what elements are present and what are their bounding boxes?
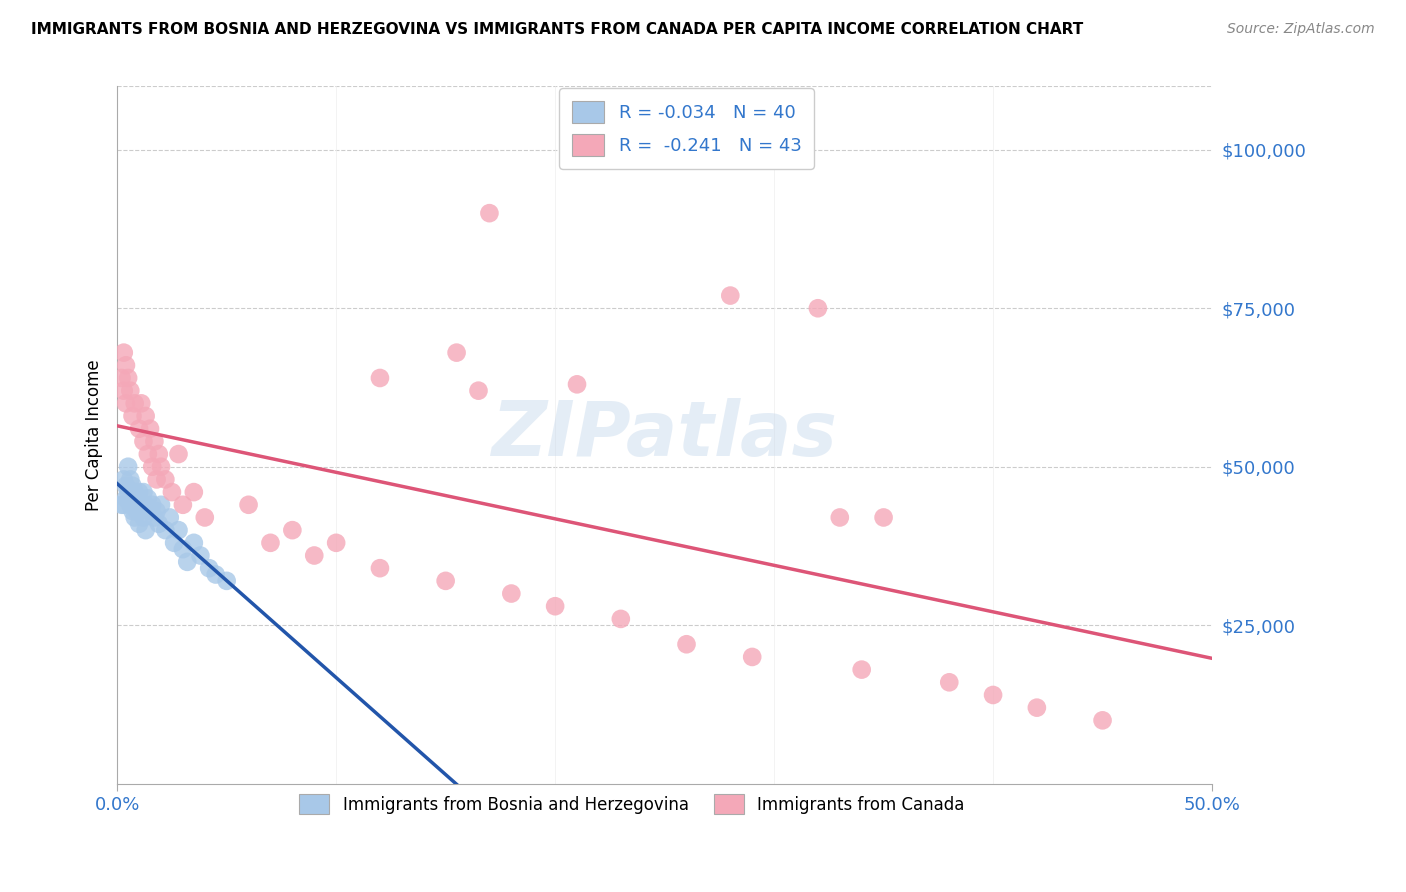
Legend: Immigrants from Bosnia and Herzegovina, Immigrants from Canada: Immigrants from Bosnia and Herzegovina, … — [290, 784, 974, 824]
Point — [136, 447, 159, 461]
Point — [135, 409, 157, 423]
Point — [128, 485, 150, 500]
Point — [675, 637, 697, 651]
Point — [741, 649, 763, 664]
Point — [145, 472, 167, 486]
Point — [155, 523, 177, 537]
Point — [215, 574, 238, 588]
Point — [117, 371, 139, 385]
Point — [120, 498, 142, 512]
Point — [129, 396, 152, 410]
Point — [478, 206, 501, 220]
Point — [124, 510, 146, 524]
Point — [176, 555, 198, 569]
Point — [1025, 700, 1047, 714]
Point — [117, 459, 139, 474]
Point — [851, 663, 873, 677]
Point — [143, 510, 166, 524]
Point — [135, 498, 157, 512]
Point — [117, 485, 139, 500]
Text: ZIPatlas: ZIPatlas — [492, 398, 838, 472]
Point — [139, 422, 162, 436]
Point — [981, 688, 1004, 702]
Point — [120, 384, 142, 398]
Point — [124, 485, 146, 500]
Point — [259, 536, 281, 550]
Point — [167, 523, 190, 537]
Text: Source: ZipAtlas.com: Source: ZipAtlas.com — [1227, 22, 1375, 37]
Point — [828, 510, 851, 524]
Point — [139, 504, 162, 518]
Point — [434, 574, 457, 588]
Point — [467, 384, 489, 398]
Point — [149, 498, 172, 512]
Point — [544, 599, 567, 614]
Point — [121, 479, 143, 493]
Point — [368, 371, 391, 385]
Point — [115, 491, 138, 506]
Point — [238, 498, 260, 512]
Point — [194, 510, 217, 524]
Y-axis label: Per Capita Income: Per Capita Income — [86, 359, 103, 511]
Point — [115, 359, 138, 373]
Point — [125, 491, 148, 506]
Point — [141, 459, 163, 474]
Point — [145, 504, 167, 518]
Point — [110, 371, 132, 385]
Point — [1091, 714, 1114, 728]
Point — [112, 384, 135, 398]
Point — [198, 561, 221, 575]
Point — [112, 345, 135, 359]
Point — [120, 472, 142, 486]
Point — [124, 396, 146, 410]
Point — [304, 549, 326, 563]
Point — [368, 561, 391, 575]
Point — [610, 612, 633, 626]
Point — [163, 536, 186, 550]
Point — [125, 504, 148, 518]
Point — [204, 567, 226, 582]
Point — [565, 377, 588, 392]
Point — [938, 675, 960, 690]
Point — [132, 434, 155, 449]
Point — [160, 485, 183, 500]
Point — [183, 485, 205, 500]
Point — [128, 516, 150, 531]
Point — [115, 396, 138, 410]
Point — [132, 510, 155, 524]
Point — [172, 498, 194, 512]
Point — [141, 498, 163, 512]
Text: IMMIGRANTS FROM BOSNIA AND HERZEGOVINA VS IMMIGRANTS FROM CANADA PER CAPITA INCO: IMMIGRANTS FROM BOSNIA AND HERZEGOVINA V… — [31, 22, 1083, 37]
Point — [172, 542, 194, 557]
Point — [112, 472, 135, 486]
Point — [718, 288, 741, 302]
Point — [281, 523, 304, 537]
Point — [167, 447, 190, 461]
Point — [155, 472, 177, 486]
Point — [190, 549, 212, 563]
Point — [159, 510, 181, 524]
Point — [183, 536, 205, 550]
Point — [128, 422, 150, 436]
Point — [110, 498, 132, 512]
Point — [148, 516, 170, 531]
Point — [132, 485, 155, 500]
Point — [325, 536, 347, 550]
Point — [135, 523, 157, 537]
Point — [143, 434, 166, 449]
Point — [129, 498, 152, 512]
Point — [872, 510, 894, 524]
Point — [115, 479, 138, 493]
Point — [446, 345, 468, 359]
Point — [149, 459, 172, 474]
Point — [121, 504, 143, 518]
Point — [501, 586, 523, 600]
Point — [807, 301, 830, 316]
Point — [136, 491, 159, 506]
Point — [148, 447, 170, 461]
Point — [112, 498, 135, 512]
Point — [121, 409, 143, 423]
